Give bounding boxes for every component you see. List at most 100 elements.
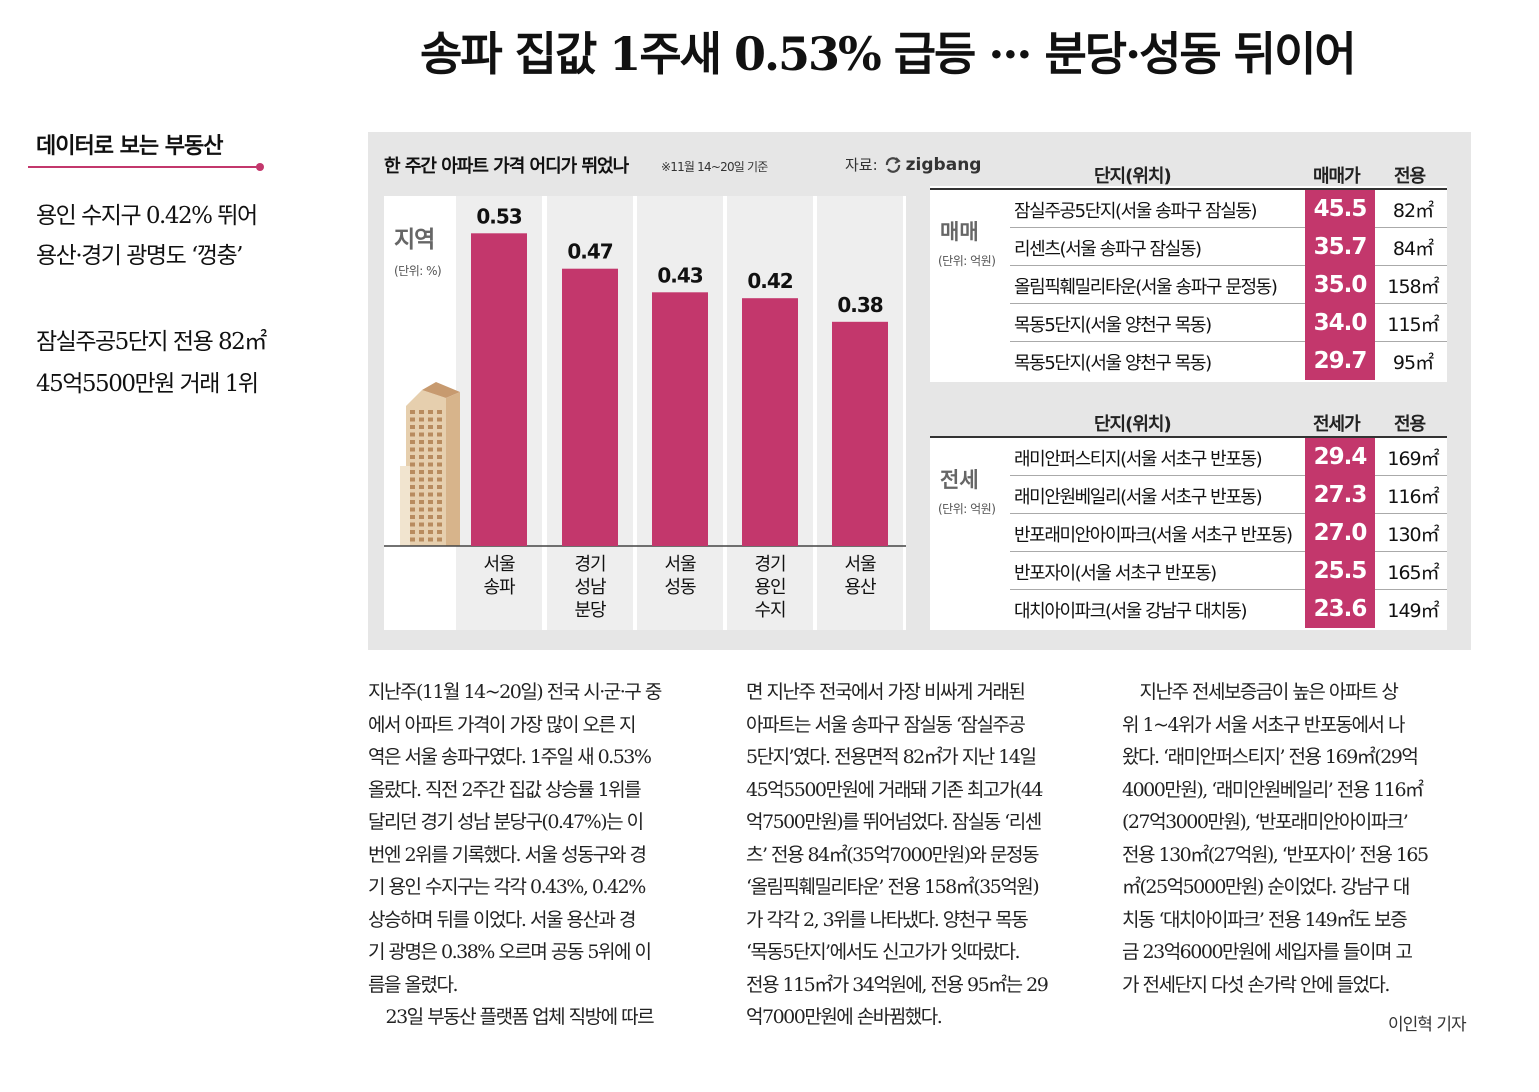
chart-title: 지역	[394, 227, 435, 253]
bar-chart: 0.53 서울 송파 0.47 경기 성남 분당 0.43 서울 성동 0.42 경기 용인 수지 0.38…	[384, 196, 906, 630]
chart-value-label: 0.53	[476, 204, 521, 228]
table-row-price: 35.0	[1305, 266, 1375, 304]
source-label: 자료:	[845, 156, 878, 174]
table-row-name: 래미안원베일리(서울 서초구 반포동)	[1014, 487, 1263, 508]
article-line: 기 광명은 0.38% 오르며 공동 5위에 이	[368, 941, 652, 963]
table-row-divider	[1010, 551, 1447, 552]
infographic: 한 주간 아파트 가격 어디가 뛰었나 ※11월 14~20일 기준 자료: z…	[368, 132, 1471, 650]
table-row-divider	[1010, 303, 1447, 304]
article-line: 달리던 경기 성남 분당구(0.47%)는 이	[368, 811, 644, 833]
chart-category-label: 경기 성남 분당	[574, 554, 606, 621]
jeonse-header-rule	[930, 436, 1447, 438]
sale-header-rule	[930, 188, 1447, 190]
article-line: ‘목동5단지’에서도 신고가가 잇따랐다.	[746, 941, 1021, 963]
jeonse-category: 전세	[940, 468, 979, 492]
table-row-name: 반포자이(서울 서초구 반포동)	[1014, 563, 1217, 584]
article-line: 금 23억6000만원에 세입자를 들이며 고	[1122, 941, 1413, 963]
table-row-name: 올림픽훼밀리타운(서울 송파구 문정동)	[1014, 277, 1278, 298]
table-row-price: 25.5	[1305, 552, 1375, 590]
chart-category-label: 서울 성동	[664, 554, 696, 598]
chart-category-label: 서울 용산	[844, 554, 876, 598]
graphic-source: 자료: zigbang	[845, 154, 981, 175]
chart-bar	[742, 298, 798, 546]
article-line: 아파트는 서울 송파구 잠실동 ‘잠실주공	[746, 713, 1026, 736]
source-brand: zigbang	[884, 154, 982, 175]
article-line: 억7500만원)를 뛰어넘었다. 잠실동 ‘리센	[746, 811, 1042, 833]
table-row-area: 169㎡	[1387, 448, 1439, 470]
chart-value-label: 0.38	[837, 293, 882, 317]
table-row-name: 래미안퍼스티지(서울 서초구 반포동)	[1014, 449, 1263, 470]
section-tag-dot	[256, 163, 264, 171]
article-line: 치동 ‘대치아이파크’ 전용 149㎡도 보증	[1122, 908, 1408, 931]
subhead-4: 45억5500만원 거래 1위	[36, 371, 259, 397]
article-line: 츠’ 전용 84㎡(35억7000만원)와 문정동	[746, 843, 1040, 866]
table-row-name: 대치아이파크(서울 강남구 대치동)	[1014, 601, 1248, 622]
article-line: 면 지난주 전국에서 가장 비싸게 거래된	[746, 681, 1026, 703]
chart-unit: (단위: %)	[394, 264, 442, 278]
article-line: 올랐다. 직전 2주간 집값 상승률 1위를	[368, 778, 642, 801]
table-row-area: 165㎡	[1387, 562, 1439, 584]
article-line: 45억5500만원에 거래돼 기존 최고가(44	[746, 778, 1044, 801]
table-row-price: 29.7	[1305, 342, 1375, 380]
table-row-name: 반포래미안아이파크(서울 서초구 반포동)	[1014, 525, 1293, 546]
table-row-area: 158㎡	[1387, 276, 1439, 298]
sale-unit: (단위: 억원)	[938, 254, 996, 268]
chart-value-label: 0.43	[657, 263, 702, 287]
article-line: 기 용인 수지구는 각각 0.43%, 0.42%	[368, 876, 646, 898]
table-row-area: 95㎡	[1392, 352, 1434, 374]
subhead-1: 용인 수지구 0.42% 뛰어	[36, 203, 258, 229]
table-row-price: 29.4	[1305, 438, 1375, 476]
article-line: 전용 115㎡가 34억원에, 전용 95㎡는 29	[746, 973, 1049, 996]
building-illustration	[400, 382, 460, 546]
article-column-1: 지난주(11월 14~20일) 전국 시·군·구 중 에서 아파트 가격이 가장 …	[368, 676, 718, 1034]
chart-bar	[652, 292, 708, 546]
section-tag: 데이터로 보는 부동산	[36, 134, 223, 159]
article-line: ㎡(25억5000만원) 순이었다. 강남구 대	[1122, 876, 1410, 898]
table-row-area: 130㎡	[1387, 524, 1439, 546]
graphic-date-note: ※11월 14~20일 기준	[661, 160, 768, 174]
article-line: 름을 올렸다.	[368, 973, 458, 996]
table-row-price: 27.0	[1305, 514, 1375, 552]
table-row-price: 23.6	[1305, 590, 1375, 628]
chart-bar	[562, 268, 618, 546]
table-row-divider	[1010, 475, 1447, 476]
sale-header-price: 매매가	[1313, 166, 1361, 187]
article-line: 지난주 전세보증금이 높은 아파트 상	[1122, 681, 1399, 703]
table-row-divider	[1010, 265, 1447, 266]
chart-category-label: 서울 송파	[483, 554, 516, 598]
graphic-title: 한 주간 아파트 가격 어디가 뛰었나	[384, 156, 629, 177]
article-line: 억7000만원에 손바뀜했다.	[746, 1006, 943, 1028]
article-line: 번엔 2위를 기록했다. 서울 성동구와 경	[368, 843, 647, 866]
table-row-price: 34.0	[1305, 304, 1375, 342]
table-row-area: 82㎡	[1392, 200, 1434, 222]
jeonse-header-area: 전용	[1394, 414, 1426, 435]
chart-bar	[471, 233, 527, 547]
article-line: 23일 부동산 플랫폼 업체 직방에 따르	[368, 1006, 655, 1028]
table-row-name: 목동5단지(서울 양천구 목동)	[1014, 353, 1212, 374]
table-row-divider	[1010, 589, 1447, 590]
source-brand-text: zigbang	[905, 154, 982, 175]
jeonse-header-name: 단지(위치)	[1094, 414, 1172, 435]
article-line: ‘올림픽훼밀리타운’ 전용 158㎡(35억원)	[746, 876, 1040, 898]
section-tag-underline	[28, 166, 260, 168]
article-line: 4000만원), ‘래미안원베일리’ 전용 116㎡	[1122, 778, 1424, 801]
article-line: 왔다. ‘래미안퍼스티지’ 전용 169㎡(29억	[1122, 746, 1419, 768]
article-line: 가 각각 2, 3위를 나타냈다. 양천구 목동	[746, 908, 1029, 931]
table-row-divider	[1010, 227, 1447, 228]
subhead-3: 잠실주공5단지 전용 82㎡	[36, 329, 267, 355]
sale-header-area: 전용	[1394, 166, 1426, 187]
table-row-name: 목동5단지(서울 양천구 목동)	[1014, 315, 1212, 336]
sale-category: 매매	[940, 220, 979, 244]
table-row-area: 149㎡	[1387, 600, 1439, 622]
article-line: 5단지’였다. 전용면적 82㎡가 지난 14일	[746, 746, 1037, 768]
article-line: 상승하며 뒤를 이었다. 서울 용산과 경	[368, 908, 636, 931]
jeonse-table: 단지(위치) 전세가 전용 전세 (단위: 억원) 래미안퍼스티지(서울 서초구…	[930, 404, 1447, 630]
chart-value-label: 0.47	[567, 240, 612, 264]
sale-header-name: 단지(위치)	[1094, 166, 1172, 187]
byline: 이인혁 기자	[1388, 1015, 1467, 1035]
article-line: 위 1~4위가 서울 서초구 반포동에서 나	[1122, 713, 1406, 736]
article-line: 에서 아파트 가격이 가장 많이 오른 지	[368, 713, 636, 736]
chart-value-label: 0.42	[747, 269, 792, 293]
table-row-name: 잠실주공5단지(서울 송파구 잠실동)	[1014, 201, 1258, 222]
